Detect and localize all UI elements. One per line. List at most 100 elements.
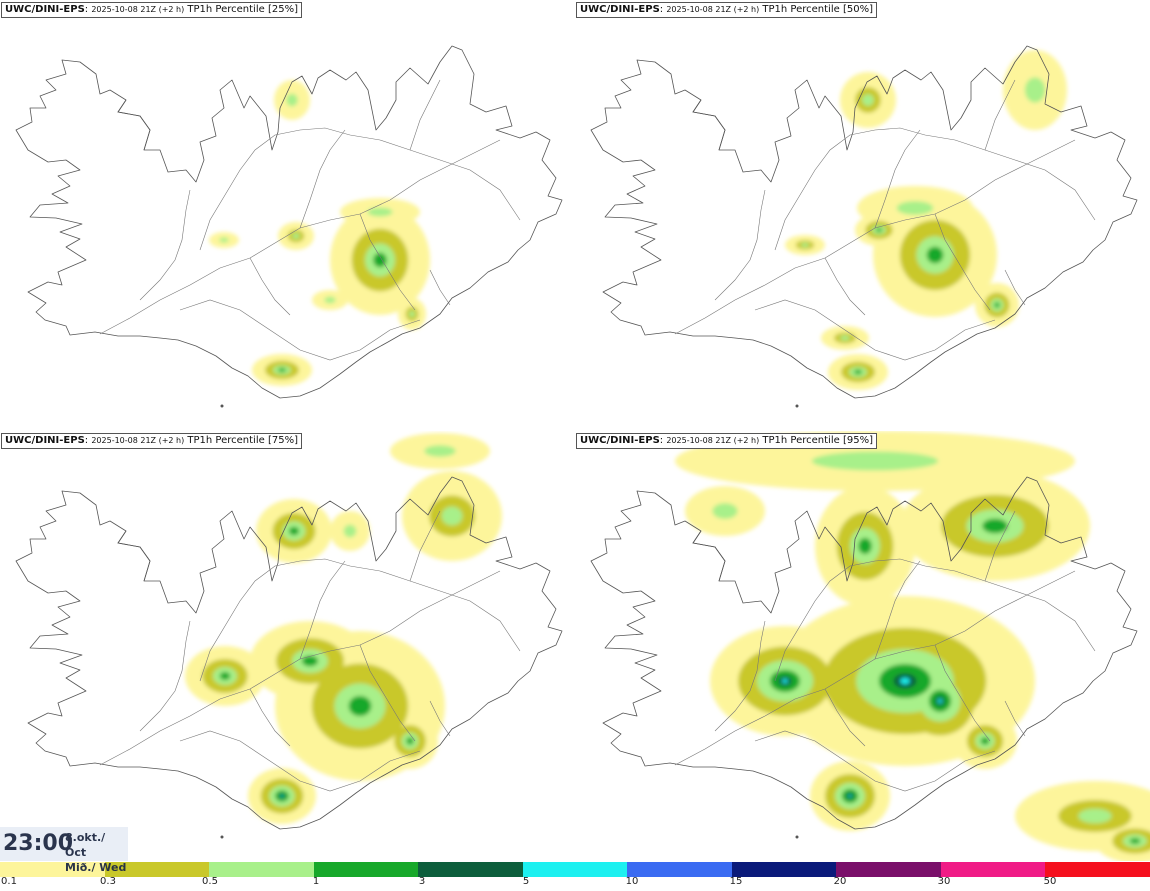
road-line <box>139 620 191 732</box>
valid-time-box: 23:00 8.okt./ Oct Mið./ Wed <box>0 827 128 874</box>
panel-title: UWC/DINI-EPS: 2025-10-08 21Z (+2 h) TP1h… <box>576 2 877 18</box>
road-line <box>139 189 191 301</box>
road-line <box>299 129 346 229</box>
map-panel-50: UWC/DINI-EPS: 2025-10-08 21Z (+2 h) TP1h… <box>575 0 1150 430</box>
precipitation-contour <box>373 252 387 268</box>
road-line <box>874 560 921 660</box>
fjord-line <box>692 530 726 582</box>
iceland-coastline <box>15 476 563 830</box>
colorbar-label: 30 <box>937 876 951 887</box>
colorbar-label: 0.3 <box>100 876 116 887</box>
colorbar-label: 0.1 <box>1 876 17 887</box>
date-label: 8.okt./ Oct <box>65 831 106 859</box>
colorbar-segment <box>627 862 732 877</box>
precipitation-contour <box>982 518 1008 534</box>
road-line <box>1004 700 1026 737</box>
colorbar-segment <box>940 862 1046 877</box>
road-line <box>179 299 421 361</box>
precipitation-contour <box>782 678 788 684</box>
road-line <box>774 558 1096 682</box>
iceland-coastline <box>590 45 1138 399</box>
fjord-line <box>117 530 151 582</box>
precipitation-contour <box>926 246 944 264</box>
precipitation-contour <box>1024 77 1046 103</box>
colorbar-label: 0.5 <box>202 876 218 887</box>
precipitation-contour <box>854 369 862 375</box>
precipitation-contour <box>367 207 393 217</box>
valid-time: 23:00 <box>3 831 74 856</box>
colorbar-label: 1 <box>312 876 320 887</box>
colorbar-label: 15 <box>729 876 743 887</box>
road-line <box>429 269 451 306</box>
precipitation-contour <box>862 94 874 106</box>
road-line <box>934 644 991 742</box>
colorbar-label: 5 <box>522 876 530 887</box>
road-line <box>1004 269 1026 306</box>
precipitation-colorbar <box>0 862 1150 877</box>
precipitation-contour <box>937 698 943 704</box>
weekday-label: Mið./ Wed <box>65 861 127 874</box>
road-line <box>824 257 866 316</box>
map-canvas <box>590 431 1150 861</box>
valid-date: 8.okt./ Oct Mið./ Wed <box>65 830 128 875</box>
precipitation-contour <box>288 526 300 536</box>
colorbar-segment <box>418 862 523 877</box>
panel-title: UWC/DINI-EPS: 2025-10-08 21Z (+2 h) TP1h… <box>1 2 302 18</box>
colorbar-segment <box>0 862 105 877</box>
colorbar-segment <box>1045 862 1150 877</box>
precipitation-contour <box>896 201 934 215</box>
road-line <box>249 257 291 316</box>
road-line <box>774 127 1096 251</box>
precipitation-field <box>185 433 502 824</box>
colorbar-segment <box>209 862 314 877</box>
precipitation-contour <box>409 310 415 318</box>
colorbar-segment <box>731 862 837 877</box>
map-panel-25: UWC/DINI-EPS: 2025-10-08 21Z (+2 h) TP1h… <box>0 0 575 430</box>
road-line <box>199 127 521 251</box>
precipitation-contour <box>219 237 229 243</box>
island-dot <box>220 835 224 839</box>
road-line <box>714 189 766 301</box>
map-panel-75: UWC/DINI-EPS: 2025-10-08 21Z (+2 h) TP1h… <box>0 431 575 861</box>
precipitation-contour <box>292 233 300 239</box>
road-line <box>409 79 441 151</box>
map-canvas <box>590 45 1138 408</box>
colorbar-segment <box>836 862 941 877</box>
road-line <box>249 688 291 747</box>
precipitation-field <box>209 80 430 386</box>
precipitation-contour <box>858 538 872 554</box>
road-line <box>199 558 521 682</box>
road-line <box>824 688 866 747</box>
precipitation-contour <box>875 227 883 233</box>
road-line <box>359 213 416 311</box>
precipitation-contour <box>324 296 336 304</box>
precipitation-contour <box>800 242 810 248</box>
fjord-line <box>692 99 726 151</box>
island-dot <box>795 835 799 839</box>
panel-title: UWC/DINI-EPS: 2025-10-08 21Z (+2 h) TP1h… <box>1 433 302 449</box>
road-line <box>299 560 346 660</box>
colorbar-segment <box>522 862 628 877</box>
fjord-line <box>117 99 151 151</box>
road-line <box>934 213 991 311</box>
panel-title: UWC/DINI-EPS: 2025-10-08 21Z (+2 h) TP1h… <box>576 433 877 449</box>
map-canvas <box>15 45 563 408</box>
precipitation-contour <box>811 451 939 471</box>
colorbar-labels: 0.1 0.3 0.5 1 3 5 10 15 20 30 50 <box>0 876 1150 890</box>
road-line <box>754 730 996 792</box>
colorbar-label: 10 <box>625 876 639 887</box>
precipitation-contour <box>900 677 910 685</box>
road-line <box>714 620 766 732</box>
road-line <box>754 299 996 361</box>
iceland-coastline <box>15 45 563 399</box>
map-canvas <box>15 433 563 839</box>
precipitation-contour <box>840 335 850 341</box>
precipitation-contour <box>1078 808 1112 824</box>
precipitation-contour <box>343 524 357 538</box>
precipitation-contour <box>348 696 372 716</box>
precipitation-contour <box>994 302 1000 308</box>
colorbar-segment <box>313 862 419 877</box>
map-panel-95: UWC/DINI-EPS: 2025-10-08 21Z (+2 h) TP1h… <box>575 431 1150 861</box>
precipitation-contour <box>286 93 298 107</box>
colorbar-label: 50 <box>1043 876 1057 887</box>
